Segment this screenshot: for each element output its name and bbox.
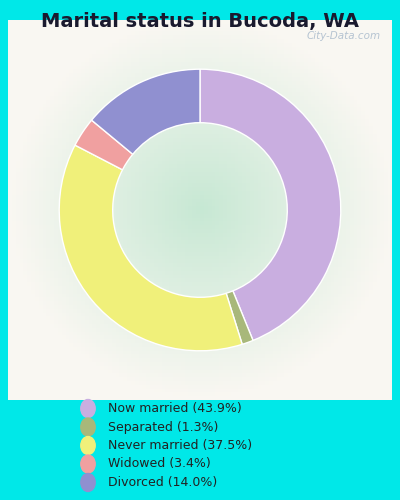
Wedge shape bbox=[59, 145, 242, 351]
Wedge shape bbox=[75, 120, 133, 170]
Text: Widowed (3.4%): Widowed (3.4%) bbox=[108, 458, 211, 470]
Wedge shape bbox=[226, 291, 253, 344]
Text: City-Data.com: City-Data.com bbox=[306, 32, 380, 42]
Text: Marital status in Bucoda, WA: Marital status in Bucoda, WA bbox=[41, 12, 359, 32]
Text: Now married (43.9%): Now married (43.9%) bbox=[108, 402, 242, 415]
Text: Never married (37.5%): Never married (37.5%) bbox=[108, 439, 252, 452]
Wedge shape bbox=[92, 69, 200, 154]
Text: Divorced (14.0%): Divorced (14.0%) bbox=[108, 476, 217, 489]
Text: Separated (1.3%): Separated (1.3%) bbox=[108, 420, 218, 434]
Wedge shape bbox=[200, 69, 341, 340]
